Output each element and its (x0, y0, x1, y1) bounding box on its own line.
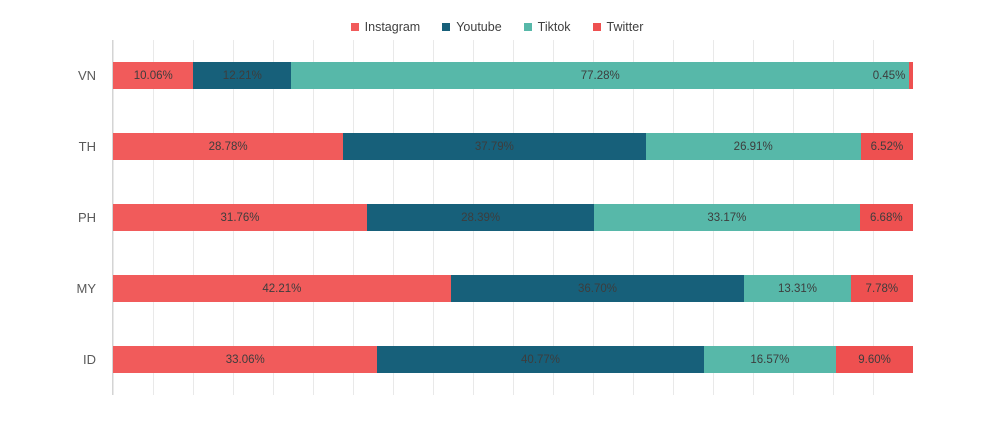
bar-segment-tiktok: 33.17% (594, 204, 860, 231)
bar-segment-tiktok: 13.31% (744, 275, 851, 302)
chart-plot-area: VN 10.06% 12.21% 77.28% 0.45% TH 28.78% 37.79% 2… (0, 40, 994, 395)
value-label: 42.21% (262, 282, 302, 295)
value-label: 40.77% (521, 353, 561, 366)
value-label: 31.76% (220, 211, 260, 224)
value-label: 33.06% (225, 353, 265, 366)
bar-segment-instagram: 10.06% (113, 62, 194, 89)
bar-segment-twitter: 6.52% (860, 133, 913, 160)
legend-label: Youtube (456, 20, 502, 34)
legend-label: Twitter (606, 20, 644, 34)
legend-item-twitter: Twitter (592, 20, 644, 34)
category-label: TH (78, 139, 96, 154)
bar-row-ph: PH 31.76% 28.39% 33.17% 6.68% (0, 182, 994, 253)
legend-label: Tiktok (537, 20, 571, 34)
bar-track: 33.06% 40.77% 16.57% 9.60% (112, 324, 913, 395)
value-label: 77.28% (580, 69, 620, 82)
value-label: 6.52% (870, 140, 904, 153)
legend-label: Instagram (364, 20, 421, 34)
category-label: ID (83, 352, 96, 367)
bar-segment-tiktok: 26.91% (645, 133, 861, 160)
bar-segment-instagram: 31.76% (113, 204, 368, 231)
category-label: MY (76, 281, 97, 296)
value-label: 9.60% (858, 353, 891, 366)
chart-legend: Instagram Youtube Tiktok Twitter (0, 0, 994, 40)
bar-track: 10.06% 12.21% 77.28% 0.45% (112, 40, 913, 111)
bar-row-th: TH 28.78% 37.79% 26.91% 6.52% (0, 111, 994, 182)
bar-segment-youtube: 28.39% (367, 204, 595, 231)
bar-segment-youtube: 12.21% (193, 62, 292, 89)
value-label: 36.70% (577, 282, 617, 295)
legend-item-youtube: Youtube (442, 20, 502, 34)
bar-track: 42.21% 36.70% 13.31% 7.78% (112, 253, 913, 324)
bar-segment-youtube: 40.77% (377, 346, 704, 373)
legend-item-instagram: Instagram (350, 20, 421, 34)
value-label: 37.79% (474, 140, 514, 153)
bar-row-my: MY 42.21% 36.70% 13.31% 7.78% (0, 253, 994, 324)
bar-row-vn: VN 10.06% 12.21% 77.28% 0.45% (0, 40, 994, 111)
instagram-swatch-icon (350, 23, 359, 31)
bar-segment-tiktok: 77.28% (291, 62, 910, 89)
value-label: 33.17% (707, 211, 747, 224)
bar-segment-tiktok: 16.57% (703, 346, 837, 373)
bar-segment-instagram: 33.06% (113, 346, 378, 373)
bar-segment-instagram: 28.78% (113, 133, 344, 160)
value-label: 26.91% (733, 140, 773, 153)
bar-segment-twitter: 9.60% (836, 346, 913, 373)
stacked-bar: 10.06% 12.21% 77.28% 0.45% (113, 62, 913, 89)
bar-segment-instagram: 42.21% (113, 275, 451, 302)
stacked-bar: 33.06% 40.77% 16.57% 9.60% (113, 346, 913, 373)
bar-track: 31.76% 28.39% 33.17% 6.68% (112, 182, 913, 253)
bar-segment-youtube: 37.79% (343, 133, 646, 160)
bar-segment-twitter: 7.78% (850, 275, 913, 302)
stacked-bar: 28.78% 37.79% 26.91% 6.52% (113, 133, 913, 160)
value-label: 16.57% (750, 353, 790, 366)
value-label: 12.21% (222, 69, 262, 82)
bar-segment-twitter: 0.45% (873, 62, 913, 89)
value-label: 28.78% (208, 140, 248, 153)
bar-segment-youtube: 36.70% (450, 275, 745, 302)
value-label: 10.06% (133, 69, 173, 82)
tiktok-swatch-icon (523, 23, 532, 31)
youtube-swatch-icon (442, 23, 451, 31)
bar-row-id: ID 33.06% 40.77% 16.57% 9.60% (0, 324, 994, 395)
bar-track: 28.78% 37.79% 26.91% 6.52% (112, 111, 913, 182)
bar-segment-twitter: 6.68% (859, 204, 913, 231)
value-label: 7.78% (865, 282, 899, 295)
stacked-bar: 31.76% 28.39% 33.17% 6.68% (113, 204, 913, 231)
value-label: 6.68% (869, 211, 903, 224)
legend-item-tiktok: Tiktok (523, 20, 571, 34)
category-label: PH (77, 210, 96, 225)
category-label: VN (77, 68, 96, 83)
value-label: 13.31% (777, 282, 817, 295)
stacked-bar: 42.21% 36.70% 13.31% 7.78% (113, 275, 913, 302)
twitter-swatch-icon (592, 23, 601, 31)
value-label: 28.39% (461, 211, 501, 224)
